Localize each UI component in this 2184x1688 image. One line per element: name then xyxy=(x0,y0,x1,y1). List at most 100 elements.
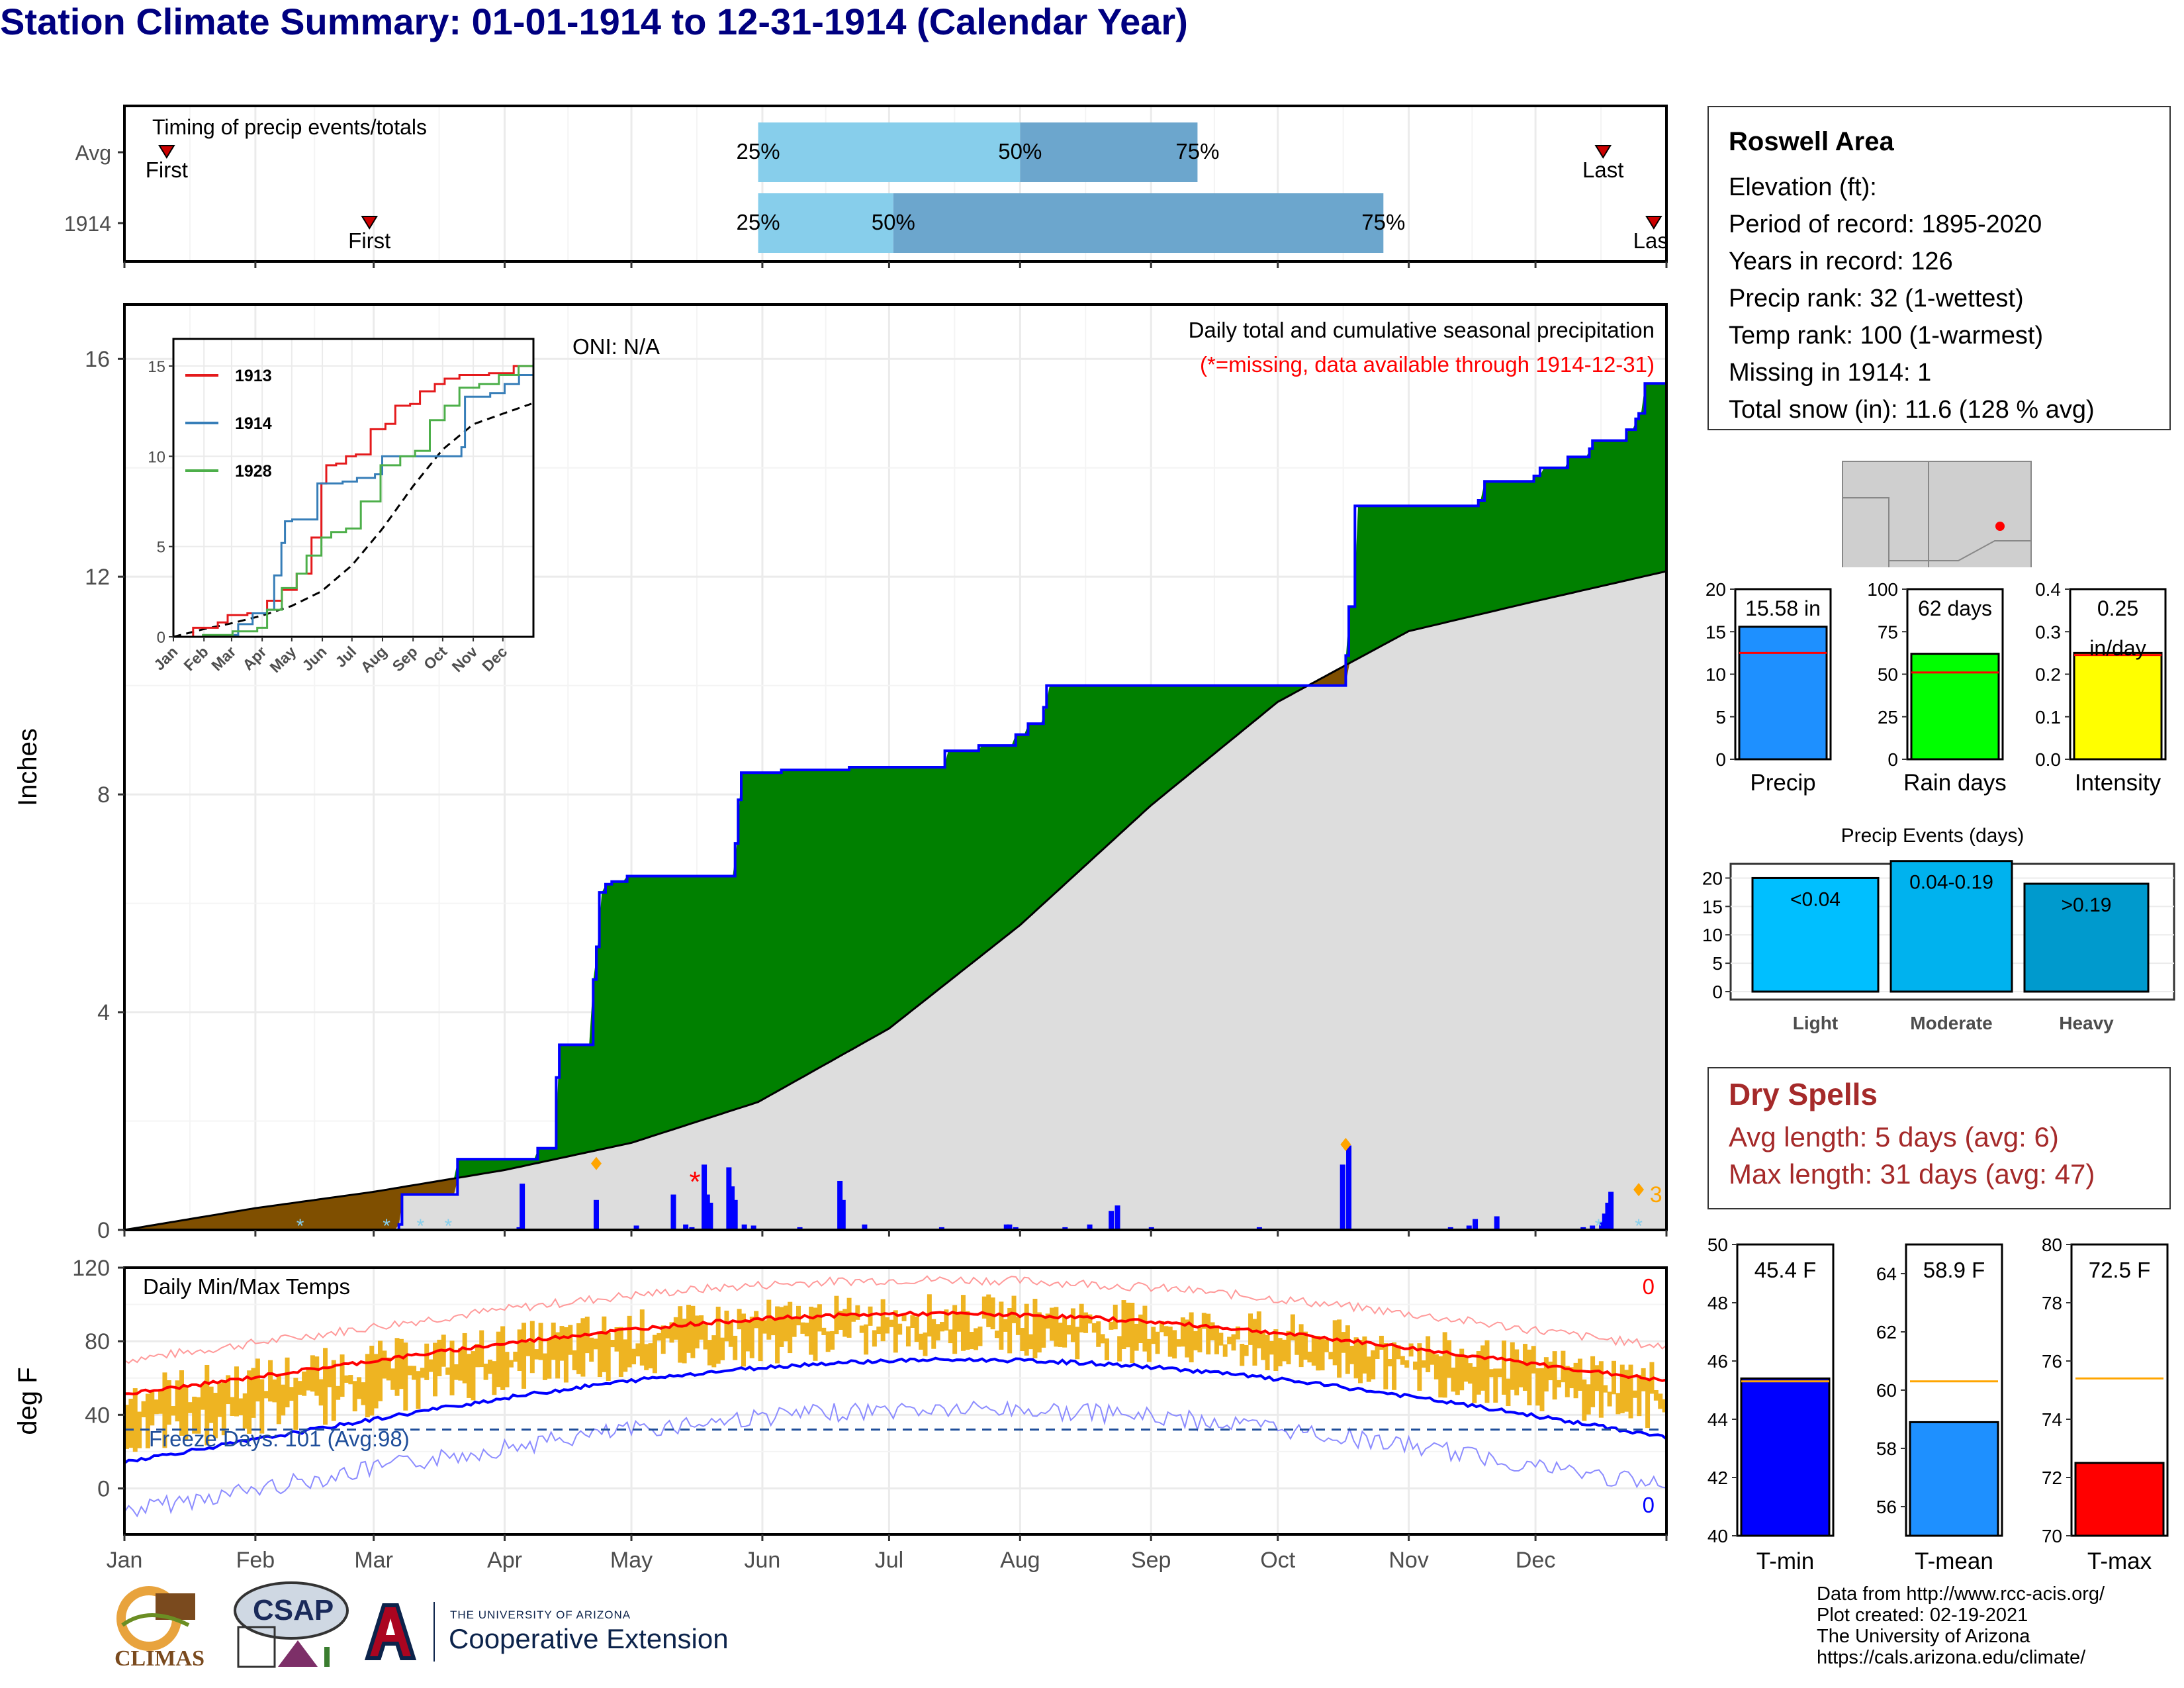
daily-temp-range-bar xyxy=(580,1318,586,1377)
daily-temp-range-bar xyxy=(1172,1330,1177,1359)
daily-temp-range-bar xyxy=(990,1297,995,1330)
daily-temp-range-bar xyxy=(154,1399,159,1415)
daily-temp-range-bar xyxy=(394,1338,400,1396)
daily-temp-range-bar xyxy=(1189,1312,1194,1363)
daily-temp-range-bar xyxy=(1277,1338,1283,1367)
daily-temp-range-bar xyxy=(132,1388,138,1452)
daily-temp-range-bar xyxy=(449,1340,455,1395)
daily-temp-range-bar xyxy=(166,1380,171,1425)
daily-temp-range-bar xyxy=(1637,1374,1642,1417)
mini-bar-ytick-label: 10 xyxy=(1706,665,1726,685)
daily-precip-bar xyxy=(1599,1221,1605,1230)
dry-spells-box: Dry Spells Avg length: 5 days (avg: 6) M… xyxy=(1707,1067,2171,1209)
snow-marker: * xyxy=(1635,1215,1643,1237)
daily-precip-bar xyxy=(741,1224,747,1230)
ua-divider xyxy=(433,1602,435,1662)
daily-temp-range-bar xyxy=(1117,1336,1122,1362)
daily-precip-bar xyxy=(704,1194,710,1230)
temp-bar-value-label: 45.4 F xyxy=(1754,1258,1817,1282)
event-bar-label: Moderate xyxy=(1910,1013,1992,1033)
event-bar xyxy=(2023,882,2150,993)
daily-temp-range-bar xyxy=(1603,1385,1608,1393)
dry-spells-title: Dry Spells xyxy=(1729,1077,1878,1111)
daily-temp-range-bar xyxy=(1497,1368,1502,1378)
daily-temp-range-bar xyxy=(255,1358,260,1402)
daily-temp-range-bar xyxy=(885,1317,890,1334)
daily-temp-range-bar xyxy=(162,1372,167,1448)
daily-temp-range-bar xyxy=(128,1399,134,1448)
info-line: Temp rank: 100 (1-warmest) xyxy=(1729,322,2044,350)
daily-temp-range-bar xyxy=(500,1326,506,1390)
daily-temp-range-bar xyxy=(1412,1361,1418,1370)
daily-temp-range-bar xyxy=(1075,1327,1080,1360)
inset-series-line xyxy=(173,359,535,638)
daily-temp-range-bar xyxy=(1573,1362,1578,1399)
month-label: Dec xyxy=(1516,1548,1555,1573)
temp-panel-border xyxy=(123,1266,1668,1536)
precip-missing-note: (*=missing, data available through 1914-… xyxy=(1200,352,1655,377)
daily-temp-range-bar xyxy=(179,1370,184,1436)
daily-temp-range-bar xyxy=(563,1327,569,1383)
daily-temp-range-bar xyxy=(1290,1314,1295,1340)
daily-temp-range-bar xyxy=(310,1355,315,1392)
daily-temp-range-bar xyxy=(221,1380,226,1436)
daily-temp-range-bar xyxy=(1282,1339,1287,1362)
daily-temp-range-bar xyxy=(1459,1348,1465,1391)
daily-temp-range-bar xyxy=(1548,1361,1553,1381)
mini-bar-ytick-label: 50 xyxy=(1878,665,1898,685)
daily-temp-range-bar xyxy=(555,1332,561,1379)
daily-temp-range-bar xyxy=(1535,1368,1541,1406)
daily-temp-range-bar xyxy=(610,1340,615,1348)
daily-temp-range-bar xyxy=(1273,1329,1279,1371)
daily-temp-range-bar xyxy=(196,1397,201,1434)
daily-temp-range-bar xyxy=(336,1385,341,1400)
daily-temp-range-bar xyxy=(804,1323,809,1336)
daily-precip-bar xyxy=(862,1224,868,1230)
precip-ytick-label: 8 xyxy=(97,782,110,808)
daily-temp-range-bar xyxy=(302,1371,307,1396)
daily-temp-range-bar xyxy=(1426,1336,1431,1372)
daily-temp-range-bar xyxy=(1506,1378,1511,1407)
daily-temp-range-bar xyxy=(259,1379,265,1434)
daily-temp-range-bar xyxy=(445,1367,451,1375)
daily-temp-range-bar xyxy=(800,1322,805,1334)
daily-temp-range-bar xyxy=(268,1360,273,1402)
timing-marker-label: First xyxy=(348,228,390,253)
daily-precip-bar xyxy=(1007,1224,1013,1230)
timing-marker xyxy=(1594,145,1612,159)
mini-bar-ytick-label: 0.4 xyxy=(2035,579,2061,600)
daily-precip-bar xyxy=(633,1225,639,1230)
daily-temp-range-bar xyxy=(652,1335,657,1374)
daily-temp-range-bar xyxy=(995,1331,999,1338)
mini-bar-ytick-label: 15 xyxy=(1706,622,1726,642)
daily-temp-range-bar xyxy=(1353,1337,1359,1379)
daily-temp-range-bar xyxy=(1201,1313,1206,1329)
daily-temp-range-bar xyxy=(1379,1335,1384,1350)
heavy-event-marker xyxy=(1633,1183,1645,1197)
daily-temp-range-bar xyxy=(1590,1356,1596,1407)
inset-ytick-label: 10 xyxy=(148,448,165,466)
daily-temp-range-bar xyxy=(1653,1389,1659,1401)
mini-bar-value xyxy=(2073,651,2163,761)
daily-temp-range-bar xyxy=(1387,1359,1392,1367)
daily-precip-bar xyxy=(1003,1224,1009,1230)
daily-temp-range-bar xyxy=(850,1313,856,1322)
daily-temp-range-bar xyxy=(1020,1328,1025,1352)
daily-temp-range-bar xyxy=(1104,1338,1109,1360)
daily-precip-bar xyxy=(707,1202,713,1230)
daily-precip-bar xyxy=(1087,1224,1093,1230)
daily-temp-range-bar xyxy=(208,1386,214,1423)
daily-precip-bar xyxy=(1115,1205,1120,1230)
daily-temp-range-bar xyxy=(796,1305,801,1326)
daily-temp-range-bar xyxy=(699,1315,704,1340)
daily-temp-range-bar xyxy=(1408,1343,1414,1357)
daily-temp-range-bar xyxy=(1193,1331,1199,1350)
event-bar xyxy=(1751,876,1880,993)
daily-temp-range-bar xyxy=(428,1359,433,1372)
info-line: Elevation (ft): xyxy=(1729,173,1877,201)
daily-temp-range-bar xyxy=(1615,1393,1621,1415)
daily-temp-range-bar xyxy=(238,1398,244,1415)
mini-bar-label: Rain days xyxy=(1903,770,2007,796)
mini-bar-label: Intensity xyxy=(2075,770,2161,796)
daily-temp-range-bar xyxy=(293,1378,298,1430)
